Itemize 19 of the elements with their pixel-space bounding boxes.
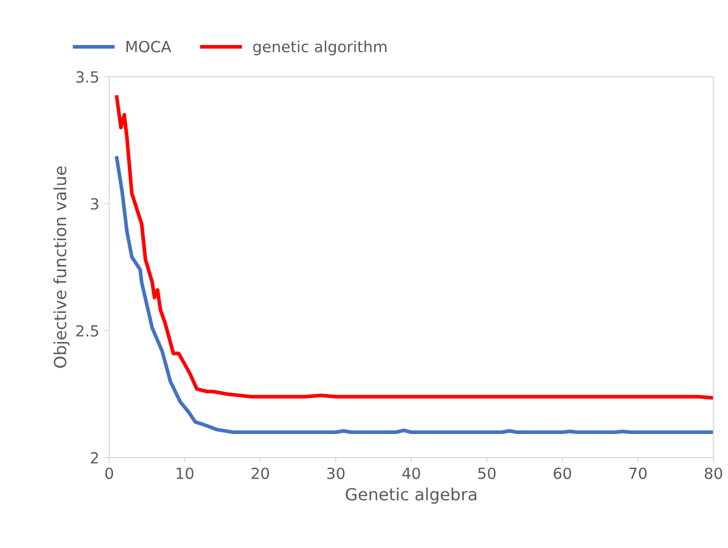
x-tick-label: 30 <box>327 468 344 480</box>
x-tick-label: 0 <box>105 468 114 480</box>
x-tick-label: 70 <box>629 468 647 480</box>
y-axis-title: Objective function value <box>53 166 70 368</box>
y-tick-label: 2 <box>90 452 98 464</box>
y-tick-label: 3.5 <box>76 71 98 83</box>
x-tick-label: 50 <box>478 468 496 480</box>
x-axis-title: Genetic algebra <box>346 488 476 504</box>
line-series <box>114 156 714 434</box>
x-tick-label: 20 <box>252 468 269 480</box>
x-tick-label: 10 <box>176 468 194 480</box>
legend-label: MOCA <box>126 40 172 52</box>
legend-label: genetic algorithm <box>253 40 386 56</box>
x-tick-label: 80 <box>704 468 722 480</box>
x-tick-label: 40 <box>402 468 420 480</box>
y-tick-label: 2.5 <box>76 325 98 337</box>
y-tick-label: 3 <box>90 198 98 210</box>
line-series <box>114 95 714 400</box>
x-tick-label: 60 <box>554 468 572 480</box>
